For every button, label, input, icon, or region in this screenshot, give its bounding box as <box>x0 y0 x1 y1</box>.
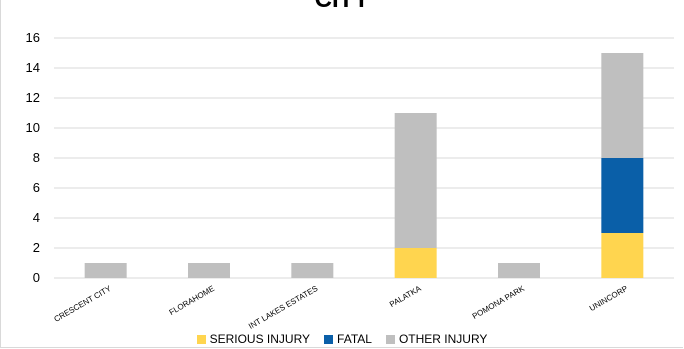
y-tick-label-4: 4 <box>33 210 40 225</box>
legend-swatch-serious-injury <box>196 334 206 344</box>
legend-item-other-injury: OTHER INJURY <box>385 332 488 346</box>
legend-item-fatal: FATAL <box>324 332 372 346</box>
x-tick-label-int-lakes-estates: INT LAKES ESTATES <box>247 284 319 331</box>
x-tick-label-crescent-city: CRESCENT CITY <box>52 284 113 324</box>
legend-swatch-fatal <box>324 334 334 344</box>
legend: SERIOUS INJURY FATAL OTHER INJURY <box>0 332 684 346</box>
y-tick-label-6: 6 <box>33 180 40 195</box>
legend-label-other-injury: OTHER INJURY <box>398 332 488 346</box>
y-tick-label-8: 8 <box>33 150 40 165</box>
y-axis-ticks: 0 2 4 6 8 10 12 14 16 <box>26 30 40 285</box>
y-tick-label-14: 14 <box>26 60 40 75</box>
y-tick-label-12: 12 <box>26 90 40 105</box>
bar-int-lakes-estates-other-injury <box>291 263 334 278</box>
bar-palatka-serious-injury <box>394 248 437 278</box>
bar-unincorp-other-injury <box>601 53 644 158</box>
x-tick-label-pomona-park: POMONA PARK <box>471 284 527 321</box>
bar-unincorp-serious-injury <box>601 233 644 278</box>
legend-item-serious-injury: SERIOUS INJURY <box>196 332 311 346</box>
bars <box>84 53 644 278</box>
bar-unincorp-fatal <box>601 158 644 233</box>
x-tick-label-florahome: FLORAHOME <box>168 284 216 317</box>
bar-crescent-city-other-injury <box>84 263 127 278</box>
legend-label-fatal: FATAL <box>337 332 372 346</box>
x-tick-label-unincorp: UNINCORP <box>588 284 629 313</box>
legend-label-serious-injury: SERIOUS INJURY <box>209 332 311 346</box>
y-tick-label-16: 16 <box>26 30 40 45</box>
gridlines <box>54 37 674 279</box>
y-tick-label-10: 10 <box>26 120 40 135</box>
chart-title: CITY <box>0 0 684 14</box>
y-tick-label-2: 2 <box>33 240 40 255</box>
y-tick-label-0: 0 <box>33 270 40 285</box>
bar-florahome-other-injury <box>188 263 230 278</box>
bar-pomona-park-other-injury <box>498 263 540 278</box>
legend-swatch-other-injury <box>385 334 395 344</box>
x-axis-labels: CRESCENT CITY FLORAHOME INT LAKES ESTATES P… <box>52 284 629 331</box>
x-tick-label-palatka: PALATKA <box>388 284 423 310</box>
bar-palatka-other-injury <box>394 113 437 248</box>
